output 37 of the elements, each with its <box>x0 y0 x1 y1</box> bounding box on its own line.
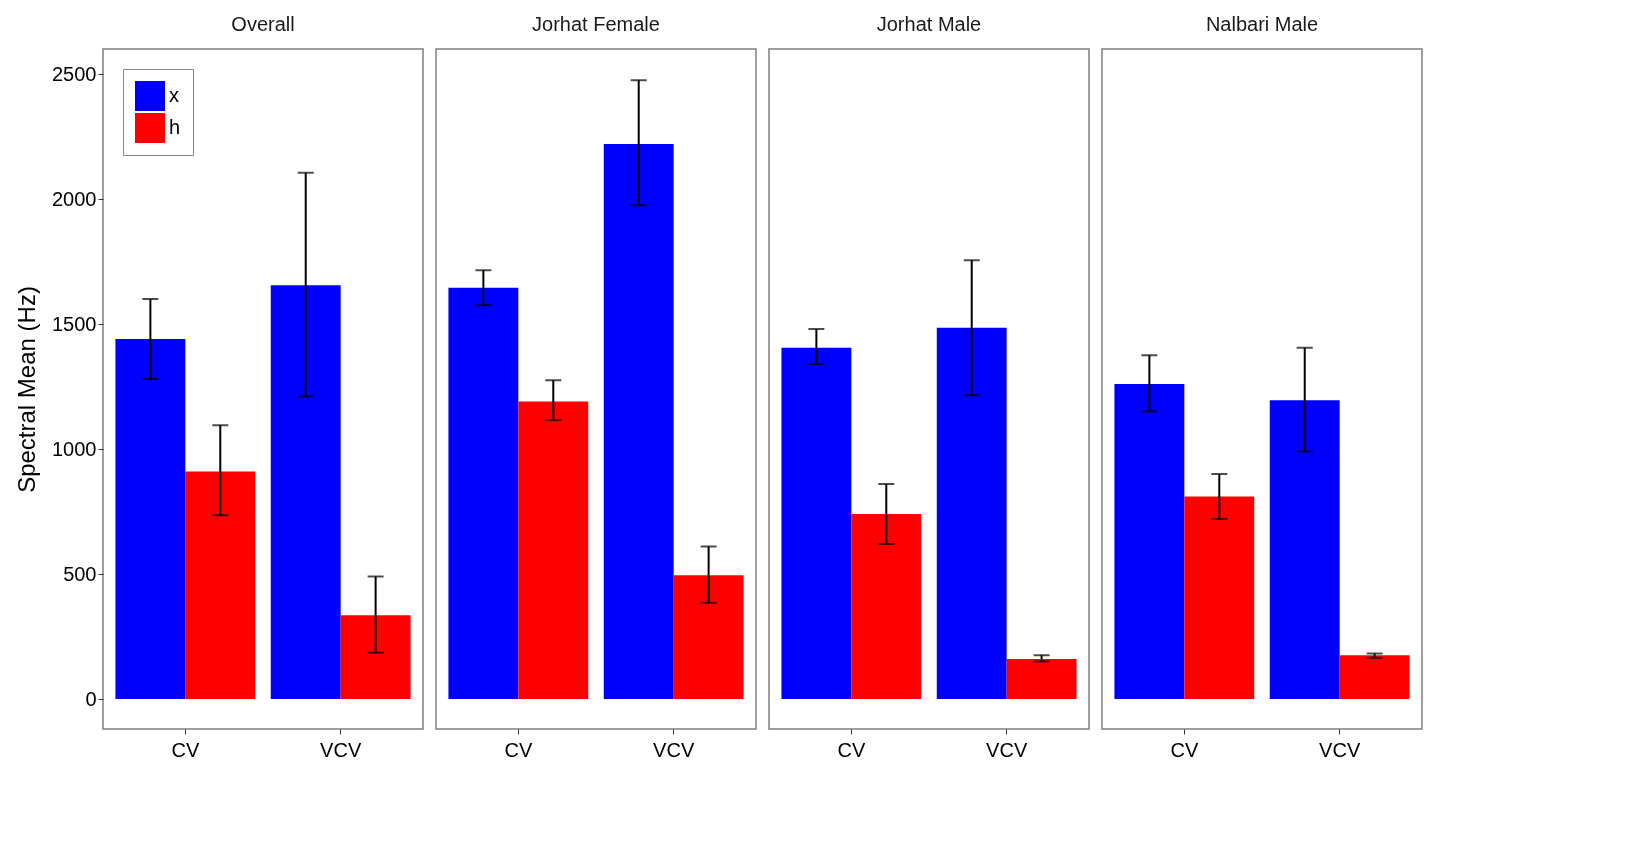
y-tick-label: 1000 <box>52 437 97 460</box>
x-tick-label: VCV <box>653 738 695 761</box>
x-tick-label: VCV <box>986 738 1028 761</box>
bar <box>1006 659 1077 699</box>
bar <box>1114 384 1185 699</box>
bar <box>851 514 922 699</box>
bar <box>340 615 411 699</box>
y-tick-label: 500 <box>63 562 97 585</box>
bar <box>673 575 744 699</box>
chart-title: Nalbari Male <box>1205 13 1319 35</box>
x-tick-label: VCV <box>320 738 362 761</box>
bar <box>270 285 341 699</box>
bar <box>518 401 589 699</box>
x-tick-label: VCV <box>1319 738 1361 761</box>
y-tick-label: 1500 <box>52 312 97 335</box>
bar <box>1184 496 1255 699</box>
x-tick-label: CV <box>1170 738 1199 761</box>
x-tick-label: CV <box>504 738 533 761</box>
bar <box>1269 400 1340 699</box>
chart-title: Overall <box>231 13 295 35</box>
y-tick-label: 0 <box>85 687 97 710</box>
x-tick-label: CV <box>171 738 200 761</box>
bar <box>448 287 519 699</box>
bar <box>185 471 256 699</box>
chart-title: Jorhat Female <box>532 13 660 35</box>
y-axis-title: Spectral Mean (Hz) <box>13 286 41 493</box>
y-tick-label: 2500 <box>52 62 97 85</box>
legend-label: x <box>169 84 179 106</box>
bar <box>781 347 852 699</box>
x-tick-label: CV <box>837 738 866 761</box>
legend-label: h <box>169 116 181 138</box>
bar <box>115 339 186 699</box>
bar <box>936 327 1007 699</box>
y-tick-label: 2000 <box>52 187 97 210</box>
chart-title: Jorhat Male <box>876 13 982 35</box>
bar <box>603 144 674 699</box>
bar <box>1339 655 1410 699</box>
